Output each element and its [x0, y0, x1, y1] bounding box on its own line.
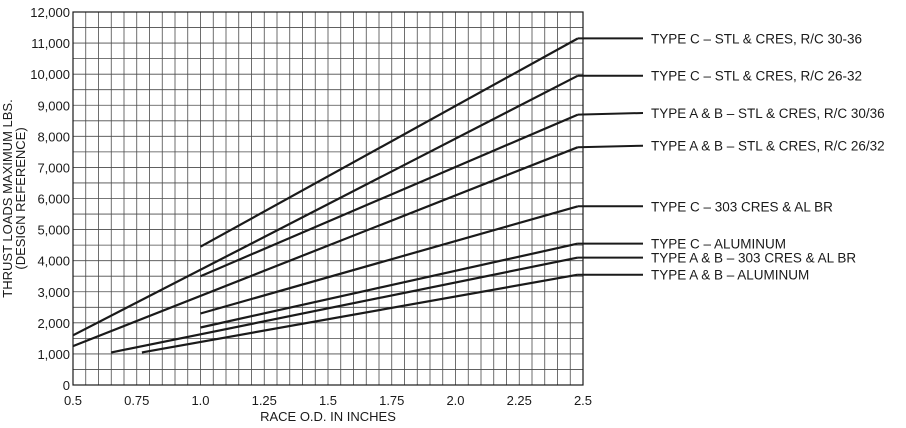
legend-label-2: TYPE C – STL & CRES, R/C 26-32 — [651, 69, 862, 84]
y-tick-label: 2,000 — [37, 316, 70, 331]
x-tick-label: 0.75 — [124, 393, 149, 408]
series-line-7 — [111, 256, 579, 354]
x-tick-label: 2.0 — [446, 393, 464, 408]
series-lines — [72, 37, 579, 354]
legend-label-4: TYPE A & B – STL & CRES, R/C 26/32 — [651, 139, 885, 154]
y-tick-label: 9,000 — [37, 98, 70, 113]
legend-leader-3 — [577, 112, 644, 116]
series-line-8 — [141, 273, 579, 354]
x-tick-label: 2.25 — [507, 393, 532, 408]
y-axis-title-line-1: THRUST LOADS MAXIMUM LBS. — [0, 99, 15, 297]
x-tick-label: 1.5 — [319, 393, 337, 408]
series-line-2 — [72, 74, 579, 337]
x-tick-label: 1.25 — [252, 393, 277, 408]
y-tick-label: 1,000 — [37, 347, 70, 362]
series-line-6 — [200, 242, 579, 329]
x-tick-label: 1.0 — [191, 393, 209, 408]
legend-label-5: TYPE C – 303 CRES & AL BR — [651, 199, 833, 214]
y-tick-label: 7,000 — [37, 160, 70, 175]
y-tick-label: 0 — [63, 378, 70, 393]
series-line-4 — [72, 146, 579, 348]
y-tick-label: 3,000 — [37, 285, 70, 300]
y-tick-label: 10,000 — [30, 67, 70, 82]
y-tick-label: 5,000 — [37, 223, 70, 238]
y-axis-title: THRUST LOADS MAXIMUM LBS. (DESIGN REFERE… — [0, 99, 28, 297]
legend-label-8: TYPE A & B – ALUMINUM — [651, 268, 809, 283]
series-line-3 — [200, 113, 579, 278]
series-line-5 — [200, 205, 579, 315]
x-tick-label: 1.75 — [379, 393, 404, 408]
y-tick-label: 6,000 — [37, 192, 70, 207]
series-line-1 — [199, 37, 579, 248]
x-tick-labels: 0.5 0.75 1.0 1.25 1.5 1.75 2.0 2.25 2.5 — [64, 393, 592, 408]
y-tick-label: 8,000 — [37, 129, 70, 144]
legend-label-1: TYPE C – STL & CRES, R/C 30-36 — [651, 31, 862, 46]
legend-label-3: TYPE A & B – STL & CRES, R/C 30/36 — [651, 106, 885, 121]
x-tick-label: 0.5 — [64, 393, 82, 408]
x-tick-label: 2.5 — [574, 393, 592, 408]
y-tick-label: 12,000 — [30, 5, 70, 20]
y-tick-labels: 0 1,000 2,000 3,000 4,000 5,000 6,000 7,000 8,00… — [30, 5, 70, 393]
x-axis-title: RACE O.D. IN INCHES — [260, 409, 396, 424]
legend-label-7: TYPE A & B – 303 CRES & AL BR — [651, 251, 856, 266]
y-tick-label: 4,000 — [37, 254, 70, 269]
legend: TYPE C – STL & CRES, R/C 30-36 TYPE C – S… — [577, 31, 885, 283]
legend-label-6: TYPE C – ALUMINUM — [651, 237, 786, 252]
legend-leader-4 — [577, 144, 644, 149]
plot-frame — [72, 11, 584, 386]
grid — [73, 12, 583, 385]
y-axis-title-line-2: (DESIGN REFERENCE) — [13, 127, 28, 269]
y-tick-label: 11,000 — [31, 36, 70, 51]
